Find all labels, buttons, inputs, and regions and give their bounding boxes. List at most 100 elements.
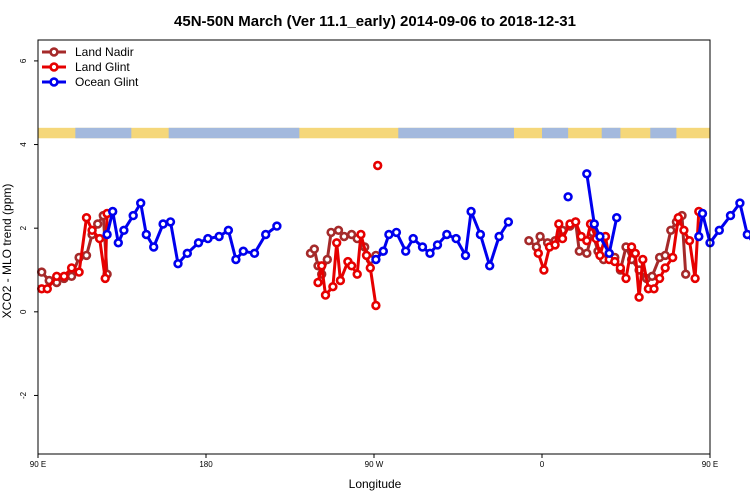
data-point: [432, 240, 443, 250]
land-band: [38, 127, 710, 139]
data-point: [667, 252, 678, 263]
y-tick-label: 0: [19, 309, 28, 314]
x-tick-label: 90 W: [365, 460, 384, 469]
data-point: [589, 219, 599, 229]
data-point: [610, 256, 620, 267]
data-point: [475, 229, 486, 240]
data-point: [59, 271, 69, 281]
data-point: [503, 217, 514, 227]
data-point: [365, 263, 375, 273]
data-point: [203, 233, 213, 244]
data-point: [223, 225, 234, 236]
data-point: [261, 229, 271, 240]
x-tick-label: 90 E: [702, 460, 718, 469]
data-point: [136, 198, 146, 208]
y-tick-label: 6: [19, 58, 28, 63]
data-point: [373, 160, 383, 171]
data-point: [272, 221, 282, 231]
data-point: [36, 267, 47, 277]
data-point: [94, 233, 105, 244]
data-point: [193, 238, 204, 248]
land-ocean-strip: [38, 127, 710, 139]
data-point: [339, 231, 349, 242]
data-point: [317, 261, 327, 271]
ocean-band: [168, 127, 300, 139]
data-point: [51, 271, 62, 281]
data-point: [326, 227, 336, 238]
data-point: [141, 229, 152, 240]
data-point: [361, 250, 372, 261]
data-point: [249, 248, 260, 259]
data-point: [554, 219, 564, 229]
data-point: [74, 267, 84, 277]
data-point: [149, 242, 159, 252]
data-point: [332, 238, 342, 248]
x-axis: 90 E 180 90 W 0 90 E: [30, 454, 718, 469]
chart-title: 45N-50N March (Ver 11.1_early) 2014-09-0…: [174, 13, 576, 30]
data-point: [485, 261, 495, 271]
data-point: [81, 213, 92, 223]
y-tick-label: 4: [19, 142, 28, 147]
data-point: [714, 225, 724, 236]
data-point: [378, 246, 388, 256]
data-point: [647, 271, 657, 281]
data-point: [425, 248, 435, 259]
data-point: [328, 282, 338, 292]
data-point: [113, 238, 124, 248]
data-point: [626, 242, 637, 252]
data-point: [231, 254, 241, 265]
series-land-glint: [36, 160, 704, 311]
data-point: [238, 246, 249, 256]
data-point: [550, 240, 560, 250]
data-point: [460, 250, 471, 261]
data-point: [690, 273, 700, 284]
data-point: [384, 229, 394, 240]
legend-label: Ocean Glint: [75, 75, 139, 89]
data-point: [666, 225, 676, 236]
data-point: [102, 229, 112, 240]
legend-marker: [49, 47, 59, 57]
data-point: [401, 246, 411, 256]
data-point: [535, 231, 545, 242]
data-point: [649, 284, 659, 294]
data-point: [371, 300, 381, 311]
data-point: [42, 284, 52, 294]
data-point: [582, 236, 592, 246]
data-point: [346, 261, 357, 271]
series-ocean-glint: [102, 169, 750, 271]
data-point: [582, 169, 592, 179]
data-point: [660, 263, 670, 273]
data-point: [158, 219, 168, 229]
legend-marker: [49, 62, 59, 72]
ocean-band: [601, 127, 621, 139]
data-point: [356, 229, 366, 240]
x-tick-label: 90 E: [30, 460, 46, 469]
data-point: [352, 269, 362, 279]
legend-label: Land Nadir: [75, 45, 134, 59]
series-line: [374, 210, 510, 268]
data-point: [604, 248, 614, 259]
data-point: [725, 210, 736, 221]
data-point: [680, 269, 691, 279]
data-point: [391, 227, 402, 238]
data-point: [634, 292, 644, 302]
data-point: [320, 290, 331, 300]
ocean-band: [398, 127, 514, 139]
data-point: [119, 225, 129, 236]
data-point: [574, 246, 584, 256]
data-point: [322, 254, 332, 265]
x-tick-label: 0: [540, 460, 545, 469]
data-point: [494, 231, 504, 242]
data-point: [371, 254, 381, 265]
ocean-band: [542, 127, 569, 139]
data-point: [107, 206, 118, 217]
data-point: [313, 277, 323, 288]
data-point: [66, 271, 77, 281]
data-point: [87, 225, 97, 236]
data-point: [638, 254, 648, 265]
data-point: [684, 236, 695, 246]
data-point: [309, 244, 319, 254]
data-point: [621, 273, 631, 284]
data-point: [539, 265, 549, 275]
